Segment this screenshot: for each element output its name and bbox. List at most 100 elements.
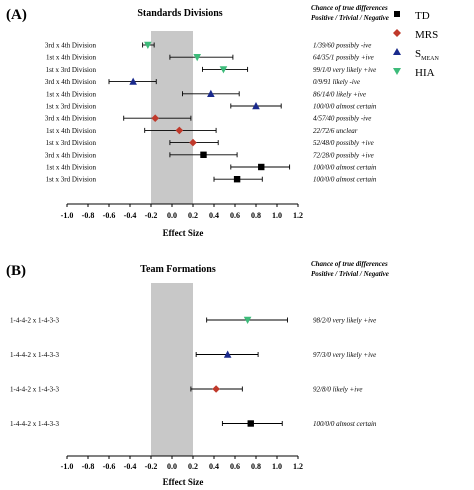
row-label: 1st x 4th Division bbox=[46, 127, 96, 135]
x-tick-label: 0.6 bbox=[230, 211, 240, 220]
row-label: 1-4-4-2 x 1-4-3-3 bbox=[10, 420, 59, 428]
panel-a-xlabel: Effect Size bbox=[163, 228, 204, 238]
row-label: 1st x 3rd Division bbox=[46, 66, 97, 74]
chance-label: 97/3/0 very likely +ive bbox=[313, 351, 376, 359]
x-tick-label: 0.6 bbox=[230, 462, 240, 471]
legend-label-hia: HIA bbox=[415, 67, 435, 79]
point-estimate bbox=[193, 54, 201, 62]
row-label: 1-4-4-2 x 1-4-3-3 bbox=[10, 386, 59, 394]
point-estimate bbox=[207, 89, 215, 97]
legend-marker-td bbox=[394, 11, 400, 17]
row-label: 1-4-4-2 x 1-4-3-3 bbox=[10, 317, 59, 325]
legend-label-smean-main: S bbox=[415, 48, 421, 60]
chance-label: 100/0/0 almost certain bbox=[313, 420, 377, 428]
row-label: 1st x 3rd Division bbox=[46, 139, 97, 147]
forest-row: 1st x 4th Division 64/35/1 possibly +ive bbox=[46, 54, 374, 62]
point-estimate bbox=[151, 114, 159, 122]
x-tick-label: 0.0 bbox=[167, 211, 177, 220]
forest-row: 1st x 4th Division 100/0/0 almost certain bbox=[46, 164, 377, 172]
chance-label: 0/9/91 likely -ive bbox=[313, 78, 360, 86]
forest-row: 1st x 4th Division 86/14/0 likely +ive bbox=[46, 89, 366, 98]
forest-row: 1st x 3rd Division 52/48/0 possibly +ive bbox=[46, 138, 374, 147]
point-estimate bbox=[247, 420, 254, 427]
plot-team-formations: -1.0 -0.8 -0.6 -0.4 -0.2 0.0 0.2 0.4 0.6 0.8 1.0 1.… bbox=[10, 283, 377, 471]
x-tick-label: -0.4 bbox=[124, 211, 137, 220]
forest-row: 1-4-4-2 x 1-4-3-3 98/2/0 very likely +ive bbox=[10, 317, 376, 325]
x-tick-label: 1.0 bbox=[272, 462, 282, 471]
chance-label: 100/0/0 almost certain bbox=[313, 176, 377, 184]
x-tick-label: -1.0 bbox=[61, 462, 74, 471]
forest-row: 3rd x 4th Division 72/28/0 possibly +ive bbox=[45, 151, 374, 159]
x-tick-label: -0.4 bbox=[124, 462, 137, 471]
legend-marker-smean bbox=[393, 48, 401, 55]
legend-marker-hia bbox=[393, 68, 401, 75]
row-label: 1st x 3rd Division bbox=[46, 103, 97, 111]
legend-label-smean: SMEAN bbox=[415, 48, 439, 62]
row-label: 3rd x 4th Division bbox=[45, 115, 97, 123]
chance-label: 100/0/0 almost certain bbox=[313, 103, 377, 111]
row-label: 3rd x 4th Division bbox=[45, 42, 97, 50]
panel-b-letter: (B) bbox=[6, 263, 26, 279]
forest-row: 1-4-4-2 x 1-4-3-3 100/0/0 almost certain bbox=[10, 420, 377, 428]
point-estimate bbox=[233, 176, 241, 183]
legend-marker-mrs bbox=[393, 29, 401, 37]
row-label: 3rd x 4th Division bbox=[45, 78, 97, 86]
x-tick-label: -0.2 bbox=[145, 462, 158, 471]
x-tick-label: -0.8 bbox=[82, 462, 95, 471]
chance-label: 52/48/0 possibly +ive bbox=[313, 139, 374, 147]
forest-row: 3rd x 4th Division 0/9/91 likely -ive bbox=[45, 77, 360, 86]
chance-label: 1/39/60 possibly -ive bbox=[313, 42, 371, 50]
x-tick-label: -0.8 bbox=[82, 211, 95, 220]
row-label: 3rd x 4th Division bbox=[45, 151, 97, 159]
trivial-band bbox=[151, 283, 193, 456]
forest-row: 1-4-4-2 x 1-4-3-3 92/8/0 likely +ive bbox=[10, 385, 362, 394]
panel-b-header-2: Positive / Trivial / Negative bbox=[311, 270, 389, 278]
chance-label: 98/2/0 very likely +ive bbox=[313, 317, 376, 325]
point-estimate bbox=[129, 77, 137, 85]
chance-label: 72/28/0 possibly +ive bbox=[313, 151, 374, 159]
row-label: 1st x 4th Division bbox=[46, 164, 96, 172]
forest-row: 1st x 3rd Division 100/0/0 almost certain bbox=[46, 102, 377, 111]
x-tick-label: 0.4 bbox=[209, 211, 219, 220]
chance-label: 92/8/0 likely +ive bbox=[313, 386, 362, 394]
point-estimate bbox=[175, 126, 184, 135]
forest-row: 1st x 3rd Division 99/1/0 very likely +iv… bbox=[46, 66, 377, 74]
point-estimate bbox=[243, 316, 252, 324]
panel-b-title: Team Formations bbox=[140, 264, 216, 275]
panel-b-xlabel: Effect Size bbox=[163, 477, 204, 487]
panel-a-title: Standards Divisions bbox=[137, 8, 222, 19]
x-tick-label: -0.6 bbox=[103, 462, 116, 471]
chance-label: 4/57/40 possibly -ive bbox=[313, 115, 371, 123]
chance-label: 100/0/0 almost certain bbox=[313, 164, 377, 172]
x-tick-label: 0.8 bbox=[251, 211, 261, 220]
panel-a-header-2: Positive / Trivial / Negative bbox=[311, 14, 389, 22]
x-tick-label: -0.2 bbox=[145, 211, 158, 220]
chance-label: 64/35/1 possibly +ive bbox=[313, 54, 374, 62]
row-label: 1st x 3rd Division bbox=[46, 176, 97, 184]
x-tick-label: 0.0 bbox=[167, 462, 177, 471]
x-tick-label: 0.2 bbox=[188, 211, 198, 220]
point-estimate bbox=[219, 66, 228, 74]
row-label: 1st x 4th Division bbox=[46, 54, 96, 62]
point-estimate bbox=[258, 163, 265, 171]
row-label: 1-4-4-2 x 1-4-3-3 bbox=[10, 351, 59, 359]
point-estimate bbox=[223, 350, 232, 358]
panel-a-letter: (A) bbox=[6, 7, 27, 23]
x-tick-label: -0.6 bbox=[103, 211, 116, 220]
point-estimate bbox=[212, 385, 220, 393]
point-estimate bbox=[200, 151, 207, 158]
point-estimate bbox=[189, 138, 197, 147]
forest-row: 1st x 4th Division 22/72/6 unclear bbox=[46, 126, 358, 135]
row-label: 1st x 4th Division bbox=[46, 90, 96, 98]
legend: TD MRS SMEAN HIA bbox=[393, 10, 439, 79]
forest-row: 3rd x 4th Division 1/39/60 possibly -ive bbox=[45, 42, 371, 50]
x-tick-label: 1.0 bbox=[272, 211, 282, 220]
x-tick-label: 1.2 bbox=[293, 462, 303, 471]
forest-row: 1-4-4-2 x 1-4-3-3 97/3/0 very likely +ive bbox=[10, 350, 376, 359]
legend-label-smean-sub: MEAN bbox=[421, 56, 439, 62]
panel-a-header-1: Chance of true differences bbox=[311, 4, 388, 12]
legend-label-td: TD bbox=[415, 10, 430, 22]
chance-label: 86/14/0 likely +ive bbox=[313, 90, 366, 98]
chance-label: 22/72/6 unclear bbox=[313, 127, 358, 135]
